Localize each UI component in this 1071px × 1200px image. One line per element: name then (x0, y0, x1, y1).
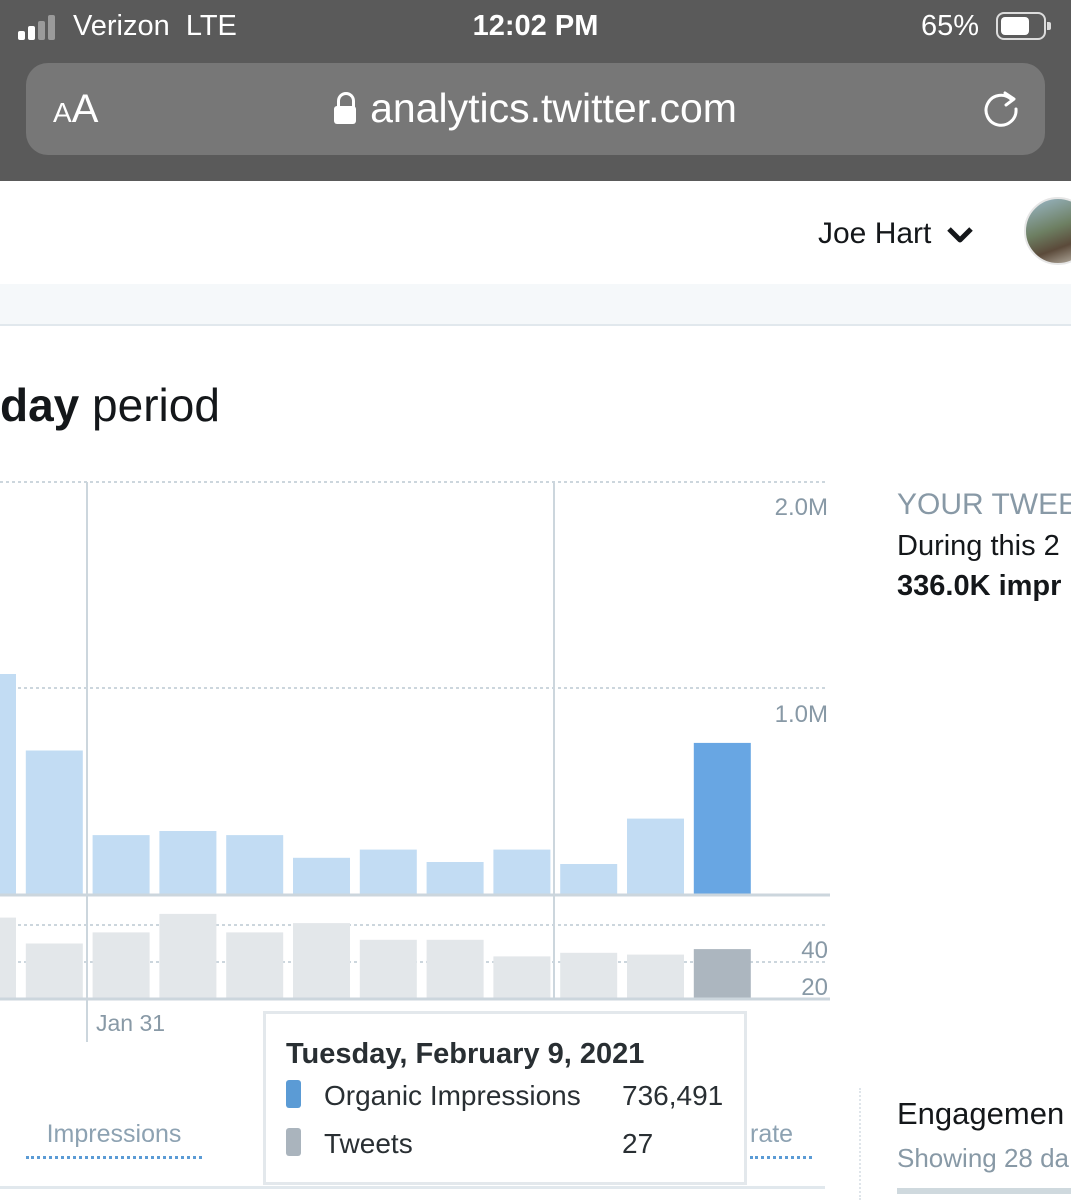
summary-impressions: 336.0K impr (897, 570, 1062, 602)
reload-icon[interactable] (981, 88, 1021, 128)
y-tick-tw-top: 40 (801, 937, 828, 964)
tweets-bar-12[interactable] (693, 949, 751, 1000)
chart-tooltip: Tuesday, February 9, 2021 Organic Impres… (263, 1011, 747, 1185)
impressions-bar-8[interactable] (426, 862, 484, 895)
sub-navigation-bar (0, 284, 1071, 326)
clock: 12:02 PM (472, 10, 599, 42)
url-field[interactable]: analytics.twitter.com (26, 85, 1045, 132)
your-tweets-heading: YOUR TWEE (897, 488, 1071, 521)
tooltip-value: 736,491 (622, 1080, 724, 1111)
engagements-heading: Engagemen (897, 1096, 1065, 1131)
panel-divider (859, 1088, 861, 1200)
tooltip-date: Tuesday, February 9, 2021 (286, 1038, 645, 1070)
y-tick-imp-mid: 1.0M (775, 701, 828, 728)
network-label: LTE (185, 10, 237, 42)
tweets-bar-1[interactable] (0, 917, 16, 999)
tweets-bar-8[interactable] (426, 939, 484, 999)
x-axis-label: Jan 31 (96, 1010, 165, 1036)
impressions-chart: 2.0M 1.0M 40 20 Jan 31 (0, 481, 830, 1042)
tweets-bar-7[interactable] (359, 939, 417, 999)
impressions-bar-4[interactable] (159, 831, 217, 895)
battery-percent: 65% (921, 10, 980, 42)
impressions-swatch (286, 1080, 301, 1108)
impressions-bar-10[interactable] (560, 864, 618, 895)
tweets-bar-10[interactable] (560, 952, 618, 1000)
impressions-bar-7[interactable] (359, 849, 417, 895)
impressions-bar-6[interactable] (293, 857, 350, 895)
tabs-baseline (0, 1186, 825, 1189)
text-size-button[interactable]: AA (53, 87, 99, 131)
tweets-bar-3[interactable] (92, 932, 150, 999)
tab-engagement-rate[interactable]: rate (750, 1120, 812, 1159)
impressions-bar-3[interactable] (92, 835, 150, 895)
impressions-bar-9[interactable] (493, 849, 551, 895)
tweets-bar-5[interactable] (226, 932, 284, 999)
impressions-bar-2[interactable] (25, 750, 83, 896)
tweets-bar-4[interactable] (159, 913, 217, 999)
tweets-bar-6[interactable] (293, 923, 350, 999)
y-tick-tw-bottom: 20 (801, 974, 828, 1001)
engagements-subtitle: Showing 28 da (897, 1143, 1070, 1173)
summary-text: During this 2 (897, 530, 1060, 562)
lock-icon (334, 92, 357, 124)
battery-icon (996, 12, 1051, 40)
account-name: Joe Hart (818, 217, 932, 250)
impressions-bar-12[interactable] (693, 742, 751, 895)
tooltip-value: 27 (622, 1128, 654, 1159)
url-text: analytics.twitter.com (370, 85, 737, 131)
signal-icon (18, 14, 64, 40)
impressions-bar-5[interactable] (226, 835, 284, 895)
engagements-bar (897, 1188, 1071, 1194)
status-bar: Verizon LTE 12:02 PM 65% (0, 0, 1071, 56)
impressions-bar-1[interactable] (0, 674, 16, 895)
carrier-label: Verizon LTE (73, 10, 237, 42)
tweets-bar-11[interactable] (627, 954, 684, 999)
tab-impressions[interactable]: Impressions (26, 1120, 202, 1159)
tooltip-label: Tweets (324, 1128, 413, 1159)
tooltip-label: Organic Impressions (324, 1080, 581, 1111)
avatar[interactable] (1024, 197, 1071, 265)
app-header: Joe Hart (0, 181, 1071, 284)
impressions-bar-11[interactable] (627, 818, 684, 895)
tweets-swatch (286, 1128, 301, 1156)
address-bar[interactable]: AA analytics.twitter.com (26, 63, 1045, 155)
browser-chrome: Verizon LTE 12:02 PM 65% AA analytics.tw… (0, 0, 1071, 181)
tweets-bar-9[interactable] (493, 956, 551, 999)
chevron-down-icon (946, 227, 973, 243)
tweets-bar-2[interactable] (25, 943, 83, 1000)
account-menu[interactable]: Joe Hart (818, 217, 974, 251)
y-tick-imp-top: 2.0M (775, 494, 828, 521)
page-title: day period (0, 379, 220, 431)
